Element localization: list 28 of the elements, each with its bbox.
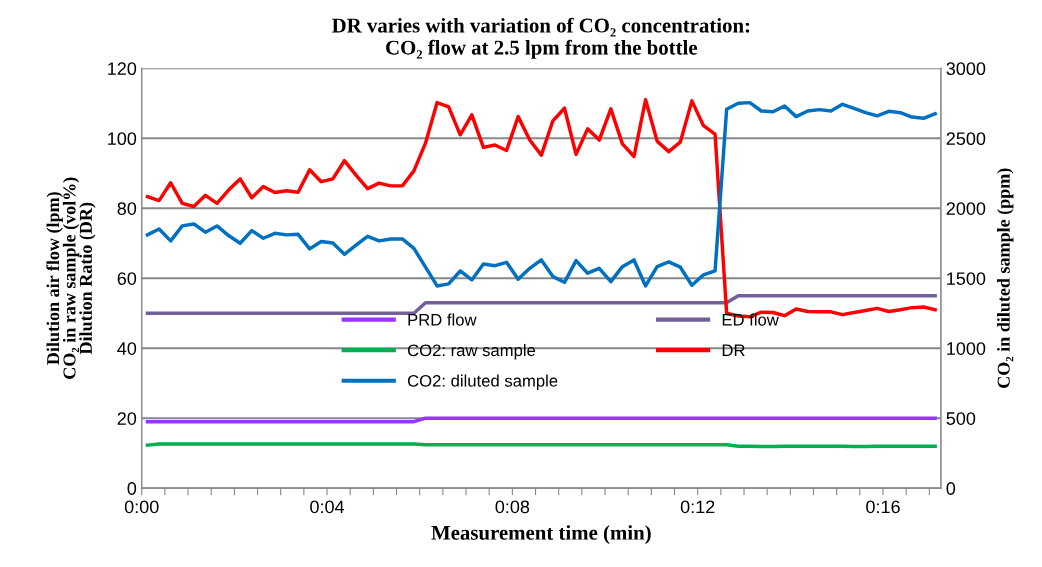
y2-tick-label: 0 <box>946 482 956 495</box>
x-axis-title: Measurement time (min) <box>431 525 651 545</box>
legend-label: CO2: diluted sample <box>407 374 558 391</box>
y-tick-label: 60 <box>117 272 137 285</box>
y2-tick-label: 500 <box>946 412 976 425</box>
x-tick-label: 0:16 <box>866 500 900 514</box>
legend-label: PRD flow <box>408 313 477 326</box>
y-axis-title: Dilution air flow (lpm) CO₂ in raw sample (vol%) Dilution Ratio (DR) <box>46 177 96 379</box>
y-tick-label: 120 <box>108 62 137 76</box>
y-tick-label: 40 <box>117 342 137 355</box>
y-tick-label: 20 <box>117 412 137 425</box>
y2-tick-label: 1000 <box>947 342 986 355</box>
x-tick-label: 0:04 <box>310 500 345 514</box>
x-tick-label: 0:08 <box>495 500 530 514</box>
y2-tick-label: 2500 <box>946 132 986 146</box>
y-tick-label: 80 <box>117 202 137 215</box>
legend-label: DR <box>722 344 745 357</box>
y2-tick-label: 1500 <box>947 272 986 285</box>
y2-axis-title: CO₂ in diluted sample (ppm) <box>997 168 1014 388</box>
y-tick-label: 0 <box>127 482 137 495</box>
chart-title: DR varies with variation of CO₂ concentration: CO₂ flow at 2.5 lpm from the bottle <box>332 17 750 59</box>
legend-label: CO2: raw sample <box>407 343 536 360</box>
x-tick-label: 0:12 <box>680 500 715 514</box>
x-tick-label: 0:00 <box>124 500 159 514</box>
y-tick-label: 100 <box>108 132 137 146</box>
y2-tick-label: 2000 <box>946 202 986 215</box>
y2-tick-label: 3000 <box>946 62 986 76</box>
legend-label: ED flow <box>722 313 779 326</box>
